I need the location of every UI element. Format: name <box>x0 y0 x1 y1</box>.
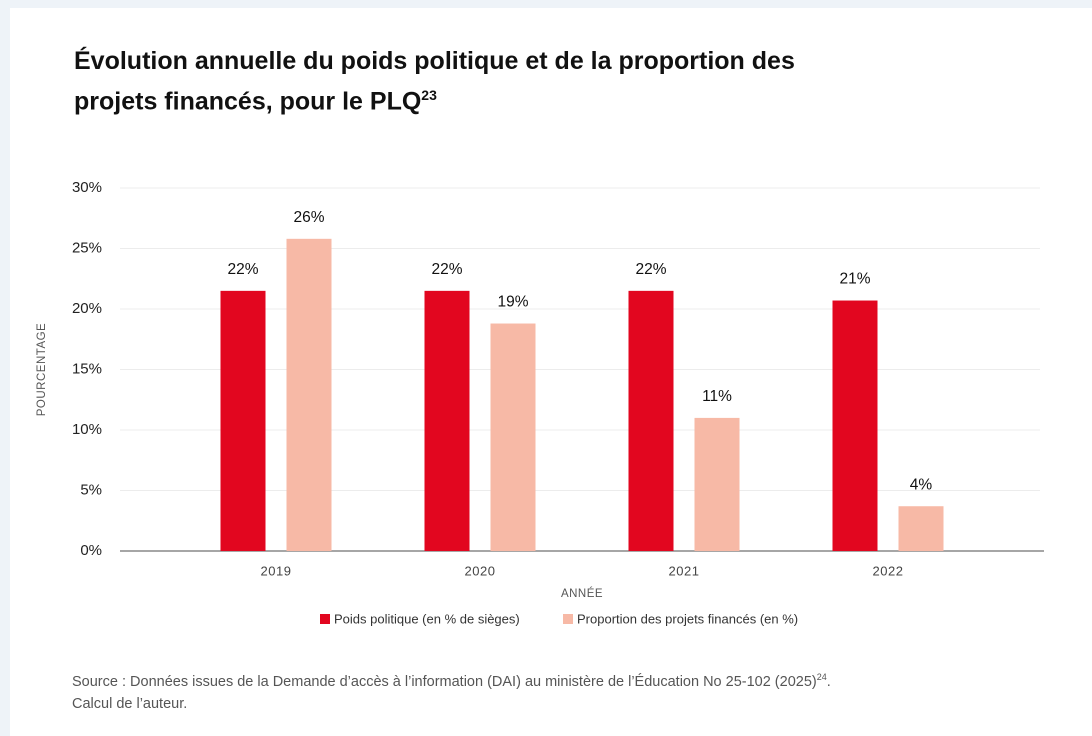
y-tick-label: 25% <box>72 239 102 256</box>
value-label: 22% <box>431 261 462 278</box>
y-axis-label: POURCENTAGE <box>36 323 48 416</box>
bar <box>490 323 536 551</box>
value-label: 21% <box>839 271 870 288</box>
y-tick-label: 20% <box>72 300 102 317</box>
value-label: 11% <box>702 388 732 405</box>
y-tick-label: 30% <box>72 179 102 196</box>
x-axis-label: ANNÉE <box>561 587 603 600</box>
source-note: 24 <box>816 672 827 682</box>
x-tick-label: 2022 <box>873 563 904 578</box>
source: Source : Données issues de la Demande d’… <box>72 666 831 715</box>
card: Évolution annuelle du poids politique et… <box>10 8 1092 736</box>
bar <box>220 290 266 551</box>
source-line2: Calcul de l’auteur. <box>72 695 188 712</box>
bar <box>694 417 740 551</box>
value-label: 26% <box>293 209 324 226</box>
source-text: Source : Données issues de la Demande d’… <box>72 673 817 690</box>
x-tick-label: 2021 <box>669 563 700 578</box>
y-tick-label: 10% <box>72 421 102 438</box>
bar <box>628 290 674 551</box>
value-label: 19% <box>497 294 528 311</box>
title-note: 23 <box>421 87 437 103</box>
y-tick-label: 15% <box>72 360 102 377</box>
value-label: 22% <box>227 261 258 278</box>
bar <box>832 300 878 551</box>
y-tick-label: 0% <box>80 542 102 559</box>
value-label: 4% <box>910 476 933 493</box>
source-end: . <box>826 673 831 690</box>
legend-swatch <box>320 614 330 624</box>
value-label: 22% <box>635 261 666 278</box>
bar <box>286 238 332 551</box>
chart-title: Évolution annuelle du poids politique et… <box>74 44 814 118</box>
x-tick-label: 2019 <box>261 563 292 578</box>
x-tick-label: 2020 <box>465 563 496 578</box>
legend-label: Proportion des projets financés (en %) <box>577 611 798 626</box>
bar <box>898 506 944 551</box>
legend-swatch <box>563 614 573 624</box>
bar <box>424 290 470 551</box>
legend-label: Poids politique (en % de sièges) <box>334 611 520 626</box>
y-tick-label: 5% <box>80 481 102 498</box>
title-text: Évolution annuelle du poids politique et… <box>74 47 795 116</box>
